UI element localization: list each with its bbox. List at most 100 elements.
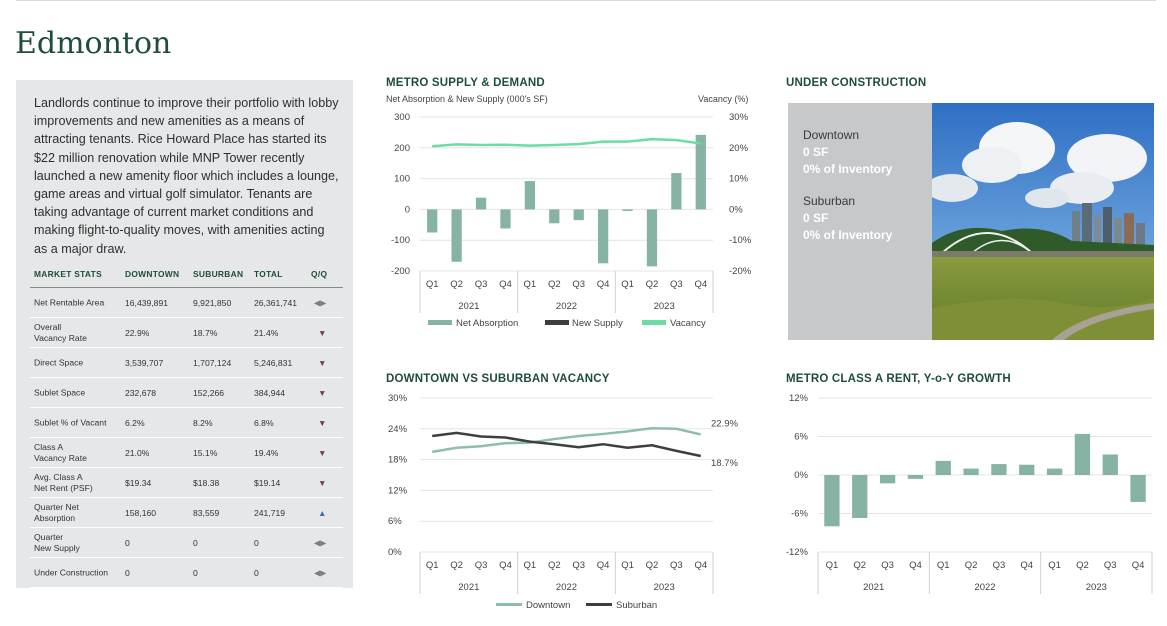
y-tick-label: 0% bbox=[794, 470, 808, 481]
y-tick-label: 6% bbox=[388, 516, 402, 527]
legend-suburban-swatch bbox=[586, 603, 612, 606]
qq-down-icon: ▼ bbox=[318, 357, 327, 368]
x-group-label: 2021 bbox=[458, 582, 479, 593]
x-group-label: 2023 bbox=[654, 301, 675, 312]
stat-suburban: 8.2% bbox=[193, 417, 213, 428]
net-absorption-bar bbox=[475, 197, 487, 210]
stat-downtown: 0 bbox=[125, 567, 130, 578]
header-downtown: DOWNTOWN bbox=[125, 269, 180, 279]
stat-downtown: 6.2% bbox=[125, 417, 145, 428]
net-absorption-bar bbox=[671, 173, 682, 210]
class-a-rent-chart: 12% 6% 0% -6% -12% Q1 Q2 Q3 Q4 Q1 Q2 Q3 Q4 Q1 Q2 Q3 Q4 20… bbox=[786, 393, 1153, 594]
y-tick-label: 24% bbox=[388, 424, 408, 435]
stat-label: Sublet % of Vacant bbox=[34, 417, 107, 427]
x-tick-label: Q3 bbox=[572, 279, 585, 290]
stat-total: 241,719 bbox=[254, 507, 286, 518]
stat-suburban: 1,707,124 bbox=[193, 357, 232, 368]
qq-flat-icon: ◀▶ bbox=[314, 538, 327, 547]
legend-downtown: Downtown bbox=[526, 600, 570, 611]
qq-down-icon: ▼ bbox=[318, 447, 327, 458]
table-row: Net Rentable Area 16,439,891 9,921,850 26,3… bbox=[30, 288, 343, 318]
uc-suburban-label: Suburban bbox=[803, 194, 856, 208]
stat-total: 21.4% bbox=[254, 327, 279, 338]
suburban-line bbox=[432, 431, 702, 458]
legend-downtown-swatch bbox=[496, 603, 522, 606]
x-group-label: 2022 bbox=[556, 582, 577, 593]
net-absorption-bar bbox=[549, 209, 560, 224]
net-absorption-bar bbox=[427, 209, 438, 233]
x-tick-label: Q4 bbox=[909, 560, 922, 571]
x-tick-label: Q4 bbox=[694, 560, 707, 571]
left-panel: Landlords continue to improve their port… bbox=[16, 80, 353, 588]
legend-new-supply-swatch bbox=[545, 320, 569, 325]
stat-suburban: 15.1% bbox=[193, 447, 218, 458]
net-absorption-bar bbox=[573, 209, 584, 221]
y-tick-label: -12% bbox=[786, 547, 809, 558]
vacancy-compare-chart: 30% 24% 18% 12% 6% 0% Q1 Q2 Q3 Q4 Q1 Q2 Q3 Q4 Q1 Q2 Q3 Q4… bbox=[388, 393, 738, 611]
uc-suburban-sf: 0 SF bbox=[803, 211, 829, 225]
y-tick-label: -200 bbox=[391, 266, 410, 277]
rent-growth-bar bbox=[963, 468, 979, 475]
city-skyline-photo bbox=[932, 103, 1154, 340]
net-absorption-bar bbox=[646, 209, 658, 267]
qq-down-icon: ▼ bbox=[318, 417, 327, 428]
x-tick-label: Q1 bbox=[621, 560, 634, 571]
legend-vacancy-swatch bbox=[642, 320, 666, 325]
x-tick-label: Q4 bbox=[694, 279, 707, 290]
stat-downtown: 0 bbox=[125, 537, 130, 548]
rent-growth-bar bbox=[907, 475, 924, 479]
x-tick-label: Q4 bbox=[499, 560, 512, 571]
stat-total: 0 bbox=[254, 537, 259, 548]
y-tick-label: 0 bbox=[405, 204, 410, 215]
x-group-label: 2023 bbox=[1086, 582, 1107, 593]
x-tick-label: Q1 bbox=[937, 560, 950, 571]
y2-tick-label: 30% bbox=[729, 112, 749, 123]
legend-new-supply: New Supply bbox=[572, 318, 623, 329]
legend-vacancy: Vacancy bbox=[670, 318, 706, 329]
stat-label: Direct Space bbox=[34, 357, 84, 367]
table-row: Class A Vacancy Rate 21.0% 15.1% 19.4% ▼ bbox=[30, 438, 343, 468]
y-tick-label: 6% bbox=[794, 432, 808, 443]
stat-label: Under Construction bbox=[34, 567, 109, 577]
table-row: Sublet % of Vacant 6.2% 8.2% 6.8% ▼ bbox=[30, 408, 343, 438]
rent-growth-bar bbox=[1074, 433, 1091, 475]
net-absorption-bar bbox=[622, 209, 633, 211]
x-tick-label: Q2 bbox=[646, 279, 659, 290]
table-row: Under Construction 0 0 0 ◀▶ bbox=[30, 558, 343, 588]
y-tick-label: 0% bbox=[388, 547, 402, 558]
legend-net-absorption: Net Absorption bbox=[456, 318, 518, 329]
y-tick-label: 18% bbox=[388, 455, 408, 466]
y-tick-label: 200 bbox=[394, 143, 410, 154]
y2-tick-label: 10% bbox=[729, 174, 749, 185]
stat-suburban: 18.7% bbox=[193, 327, 218, 338]
y-tick-label: 300 bbox=[394, 112, 410, 123]
vacancy-line bbox=[432, 137, 701, 148]
supply-demand-chart: 300 200 100 0 -100 -200 30% 20% 10% 0% -10% -20% Q1 Q… bbox=[391, 112, 752, 329]
x-tick-label: Q3 bbox=[572, 560, 585, 571]
x-tick-label: Q2 bbox=[965, 560, 978, 571]
rent-growth-bar bbox=[1130, 475, 1146, 502]
x-group-label: 2021 bbox=[863, 582, 884, 593]
x-tick-label: Q1 bbox=[524, 560, 537, 571]
y2-tick-label: -20% bbox=[729, 266, 752, 277]
x-tick-label: Q4 bbox=[1020, 560, 1033, 571]
stat-suburban: 9,921,850 bbox=[193, 297, 232, 308]
stat-total: 384,944 bbox=[254, 387, 286, 398]
y-tick-label: -6% bbox=[791, 509, 808, 520]
rent-growth-bar bbox=[879, 475, 896, 484]
x-tick-label: Q1 bbox=[1048, 560, 1061, 571]
net-absorption-bar bbox=[597, 209, 609, 264]
supply-demand-title: METRO SUPPLY & DEMAND bbox=[386, 77, 545, 89]
page-title: Edmonton bbox=[15, 26, 172, 61]
stat-label: Avg. Class A Net Rent (PSF) bbox=[34, 471, 93, 493]
x-group-label: 2023 bbox=[654, 582, 675, 593]
x-tick-label: Q4 bbox=[597, 560, 610, 571]
supply-demand-ylabel: Net Absorption & New Supply (000's SF) bbox=[386, 94, 548, 104]
stat-label: Overall Vacancy Rate bbox=[34, 321, 87, 343]
header-suburban: SUBURBAN bbox=[193, 269, 244, 279]
intro-text: Landlords continue to improve their port… bbox=[34, 96, 339, 256]
stat-suburban: 0 bbox=[193, 567, 198, 578]
y2-tick-label: 20% bbox=[729, 143, 749, 154]
stat-label: Quarter Net Absorption bbox=[34, 501, 79, 523]
x-tick-label: Q4 bbox=[1132, 560, 1145, 571]
